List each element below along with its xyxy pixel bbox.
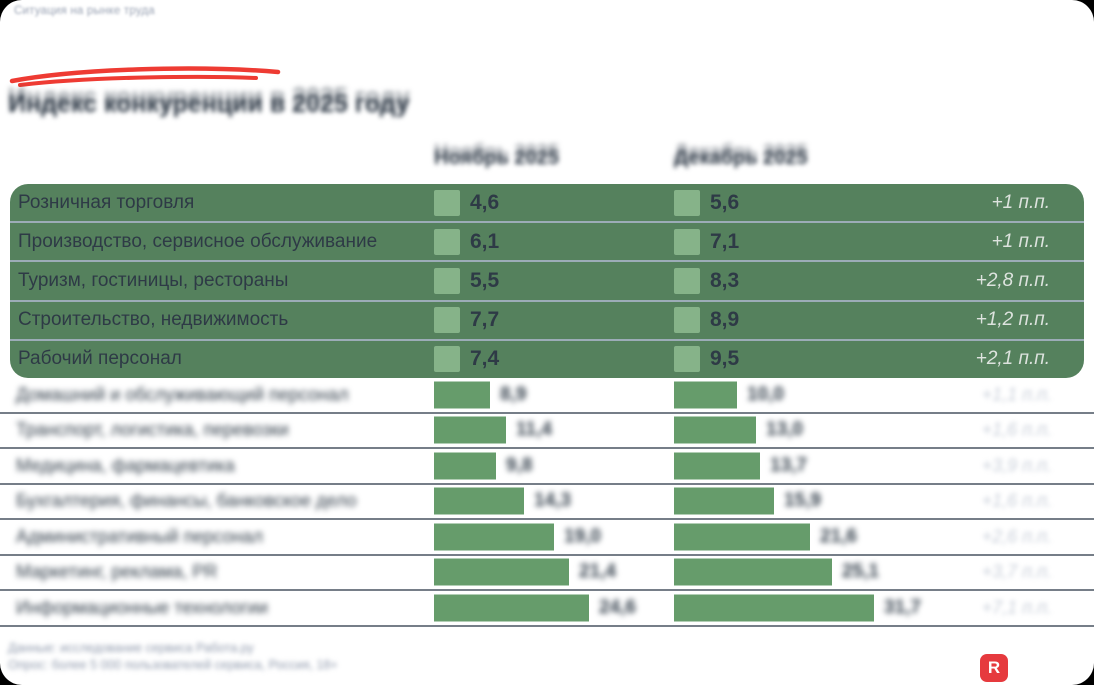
- bar-col1: [434, 416, 506, 444]
- row-label: Туризм, гостиницы, рестораны: [18, 270, 289, 291]
- bar-col2: [674, 307, 700, 334]
- footer-line-1: Данные: исследование сервиса Работа.ру: [8, 641, 254, 655]
- bar-col1: [434, 558, 569, 586]
- value-col1: 19,0: [564, 525, 601, 547]
- value-col1: 14,3: [534, 490, 571, 512]
- row-label: Маркетинг, реклама, PR: [16, 561, 218, 582]
- change-value: +1,2 п.п.: [975, 309, 1050, 331]
- logo-letter: R: [987, 658, 1001, 677]
- bar-col1: [434, 487, 524, 515]
- row-label: Бухгалтерия, финансы, банковское дело: [16, 490, 357, 511]
- table-row: Бухгалтерия, финансы, банковское дело 14,…: [0, 485, 1094, 520]
- value-col1: 4,6: [470, 190, 500, 214]
- value-col2: 25,1: [842, 561, 879, 583]
- bar-col2: [674, 416, 756, 444]
- table-row: Административный персонал 19,0 21,6 +2,6 п.…: [0, 520, 1094, 556]
- value-col2: 13,7: [770, 454, 807, 476]
- column-header-month-1: Ноябрь 2025: [434, 147, 559, 169]
- value-col1: 9,8: [506, 454, 533, 476]
- row-label: Транспорт, логистика, перевозки: [16, 419, 289, 440]
- change-value: +1 п.п.: [991, 230, 1050, 252]
- table-row: Производство, сервисное обслуживание 6,1 7…: [10, 221, 1084, 260]
- change-value: +1 п.п.: [991, 191, 1050, 213]
- value-col1: 21,4: [579, 561, 616, 583]
- value-col1: 5,5: [470, 269, 500, 292]
- value-col1: 7,4: [470, 347, 500, 371]
- table-row: Транспорт, логистика, перевозки 11,4 13,0 +…: [0, 414, 1094, 449]
- change-value: +2,1 п.п.: [975, 348, 1050, 370]
- bar-col1: [434, 268, 460, 294]
- footer-line-2: Опрос: более 5 000 пользователей сервиса…: [8, 658, 338, 672]
- change-value: +7,1 п.п.: [981, 597, 1052, 618]
- bar-col2: [674, 346, 700, 373]
- table-rows-section: Домашний и обслуживающий персонал 8,9 10,0…: [0, 378, 1094, 627]
- value-col1: 11,4: [516, 419, 552, 441]
- change-value: +1,6 п.п.: [981, 419, 1052, 440]
- bar-col2: [674, 452, 760, 480]
- page-title: Индекс конкуренции в 2025 году: [8, 90, 410, 118]
- value-col2: 21,6: [820, 525, 857, 547]
- value-col2: 9,5: [710, 347, 740, 371]
- value-col2: 8,9: [710, 308, 740, 332]
- change-value: +3,7 п.п.: [981, 561, 1052, 582]
- row-label: Информационные технологии: [16, 597, 268, 618]
- bar-col2: [674, 594, 874, 622]
- footer-source-note: Данные: исследование сервиса Работа.ру О…: [8, 640, 338, 674]
- bar-col1: [434, 346, 460, 373]
- row-label: Розничная торговля: [18, 191, 195, 213]
- bar-col2: [674, 189, 700, 216]
- bar-col2: [674, 523, 810, 551]
- red-scribble-underline: [9, 66, 281, 87]
- row-label: Административный персонал: [16, 526, 264, 547]
- value-col2: 15,9: [784, 490, 821, 512]
- change-value: +3,9 п.п.: [981, 455, 1052, 476]
- table-row: Медицина, фармацевтика 9,8 13,7 +3,9 п.п.: [0, 449, 1094, 485]
- value-col2: 8,3: [710, 269, 740, 292]
- value-col1: 6,1: [470, 229, 500, 253]
- row-label: Производство, сервисное обслуживание: [18, 230, 378, 252]
- value-col1: 7,7: [470, 308, 500, 332]
- change-value: +1,6 п.п.: [981, 490, 1052, 511]
- value-col2: 13,0: [766, 419, 803, 441]
- rabota-ru-logo: R: [980, 654, 1008, 682]
- bar-col1: [434, 228, 460, 255]
- change-value: +1,1 п.п.: [981, 384, 1052, 405]
- table-row: Домашний и обслуживающий персонал 8,9 10,0…: [0, 378, 1094, 414]
- table-row: Маркетинг, реклама, PR 21,4 25,1 +3,7 п.п.: [0, 556, 1094, 591]
- table-row: Рабочий персонал 7,4 9,5 +2,1 п.п.: [10, 338, 1084, 378]
- row-label: Рабочий персонал: [18, 348, 182, 370]
- bar-col1: [434, 452, 496, 480]
- bar-col2: [674, 558, 832, 586]
- bar-col2: [674, 228, 700, 255]
- bar-col1: [434, 189, 460, 216]
- bar-col1: [434, 381, 490, 409]
- bar-col2: [674, 268, 700, 294]
- value-col2: 31,7: [884, 596, 921, 618]
- table-row: Туризм, гостиницы, рестораны 5,5 8,3 +2,8 п…: [10, 260, 1084, 299]
- row-label: Домашний и обслуживающий персонал: [16, 384, 349, 405]
- bar-col2: [674, 487, 774, 515]
- value-col2: 5,6: [710, 190, 740, 214]
- change-value: +2,8 п.п.: [975, 270, 1050, 291]
- row-label: Строительство, недвижимость: [18, 309, 289, 331]
- value-col2: 10,0: [747, 383, 784, 405]
- value-col1: 8,9: [500, 383, 527, 405]
- table-row: Информационные технологии 24,6 31,7 +7,1 п.…: [0, 591, 1094, 627]
- bar-col1: [434, 594, 589, 622]
- bar-col1: [434, 307, 460, 334]
- category-label: Ситуация на рынке труда: [14, 5, 155, 17]
- row-label: Медицина, фармацевтика: [16, 455, 235, 476]
- table-row: Строительство, недвижимость 7,7 8,9 +1,2 п.…: [10, 299, 1084, 339]
- value-col1: 24,6: [599, 596, 636, 618]
- change-value: +2,6 п.п.: [981, 526, 1052, 547]
- highlighted-rows-panel: Розничная торговля 4,6 5,6 +1 п.п. Производс…: [10, 184, 1084, 378]
- bar-col1: [434, 523, 554, 551]
- column-header-month-2: Декабрь 2025: [674, 147, 808, 169]
- value-col2: 7,1: [710, 229, 740, 253]
- bar-col2: [674, 381, 737, 409]
- table-row: Розничная торговля 4,6 5,6 +1 п.п.: [10, 184, 1084, 221]
